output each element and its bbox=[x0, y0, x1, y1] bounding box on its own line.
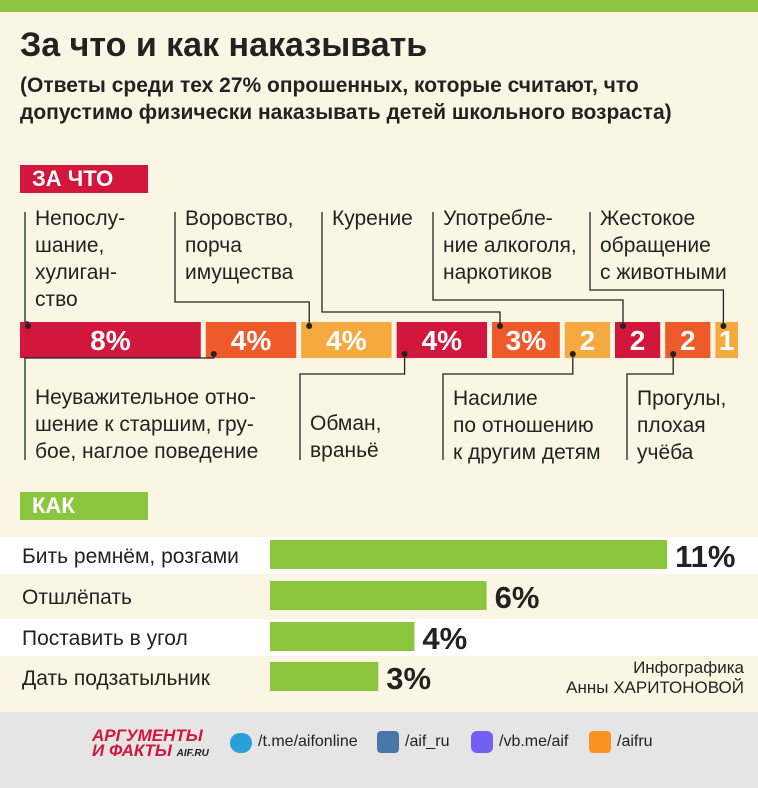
footer-link[interactable]: /vb.me/aif bbox=[499, 733, 569, 750]
connector bbox=[589, 212, 725, 326]
section-title: ЗА ЧТО bbox=[32, 166, 114, 191]
category-label: Насилие по отношению к другим детям bbox=[453, 387, 601, 464]
section-box bbox=[20, 492, 148, 520]
telegram-icon bbox=[230, 733, 252, 753]
title: За что и как наказывать bbox=[20, 26, 428, 64]
segment bbox=[396, 322, 487, 358]
viber-icon bbox=[471, 731, 493, 753]
category-label: Отшлёпать bbox=[22, 586, 132, 609]
segment bbox=[301, 322, 392, 358]
connector-dot bbox=[210, 351, 217, 357]
category-label: Курение bbox=[332, 207, 413, 230]
category-label: Дать подзатыльник bbox=[22, 667, 211, 690]
connector-dot bbox=[670, 351, 677, 357]
category-label: Непослу- шание, хулиган- ство bbox=[35, 207, 126, 311]
logo-url: AIF.RU bbox=[176, 748, 209, 759]
value-label: 2 bbox=[680, 325, 696, 356]
value-label: 1 bbox=[719, 325, 735, 356]
segment bbox=[205, 322, 297, 358]
section-title: КАК bbox=[32, 493, 75, 518]
category-label: Бить ремнём, розгами bbox=[22, 545, 239, 568]
connector bbox=[321, 212, 501, 326]
subtitle: (Ответы среди тех 27% опрошенных, которы… bbox=[20, 74, 672, 124]
vk-icon bbox=[377, 731, 399, 753]
value-label: 4% bbox=[422, 325, 463, 356]
value-label: 3% bbox=[386, 661, 431, 696]
logo-line: И ФАКТЫ bbox=[92, 741, 172, 760]
category-label: Воровство, порча имущества bbox=[185, 207, 294, 284]
value-label: 4% bbox=[231, 325, 272, 356]
category-label: Поставить в угол bbox=[22, 627, 188, 650]
connector-dot bbox=[720, 323, 727, 329]
footer-link[interactable]: /aif_ru bbox=[405, 733, 450, 750]
section-box bbox=[20, 165, 148, 193]
category-label: Употребле- ние алкоголя, наркотиков bbox=[443, 207, 577, 284]
top-stripe bbox=[0, 0, 758, 12]
segment bbox=[20, 322, 201, 358]
bar bbox=[270, 581, 487, 610]
segment bbox=[492, 322, 560, 358]
footer-link[interactable]: /t.me/aifonline bbox=[258, 733, 358, 750]
connector-dot bbox=[620, 323, 626, 329]
value-label: 2 bbox=[580, 325, 596, 356]
connector-dot bbox=[569, 351, 576, 357]
category-label: Неуважительное отно- шение к старшим, гр… bbox=[35, 386, 259, 463]
category-label: Жестокое обращение с животными bbox=[600, 207, 727, 284]
category-label: Обман, враньё bbox=[310, 412, 382, 462]
bar bbox=[270, 622, 415, 651]
credit: Инфографика Анны ХАРИТОНОВОЙ bbox=[566, 658, 744, 697]
connector bbox=[174, 212, 310, 326]
value-label: 4% bbox=[422, 621, 467, 656]
connector-dot bbox=[401, 351, 408, 357]
value-label: 6% bbox=[495, 580, 540, 615]
connector bbox=[24, 212, 29, 326]
ok-icon bbox=[589, 731, 611, 753]
footer-link[interactable]: /aifru bbox=[617, 733, 653, 750]
value-label: 4% bbox=[326, 325, 367, 356]
segment bbox=[715, 322, 738, 358]
logo-line: АРГУМЕНТЫ bbox=[92, 726, 203, 745]
value-label: 3% bbox=[506, 325, 547, 356]
connector-dot bbox=[497, 323, 503, 329]
value-label: 11% bbox=[675, 539, 735, 574]
value-label: 2 bbox=[630, 325, 646, 356]
bar bbox=[270, 662, 379, 691]
connector bbox=[299, 354, 406, 460]
row-bg bbox=[0, 659, 758, 696]
connector bbox=[442, 354, 574, 460]
connector bbox=[432, 212, 624, 326]
bar bbox=[270, 540, 668, 569]
connector-dot bbox=[306, 323, 313, 329]
connector-dot bbox=[25, 323, 31, 329]
logo: АРГУМЕНТЫ И ФАКТЫ AIF.RU bbox=[92, 726, 209, 761]
category-label: Прогулы, плохая учёба bbox=[637, 387, 727, 464]
connector bbox=[626, 354, 674, 460]
value-label: 8% bbox=[90, 325, 131, 356]
